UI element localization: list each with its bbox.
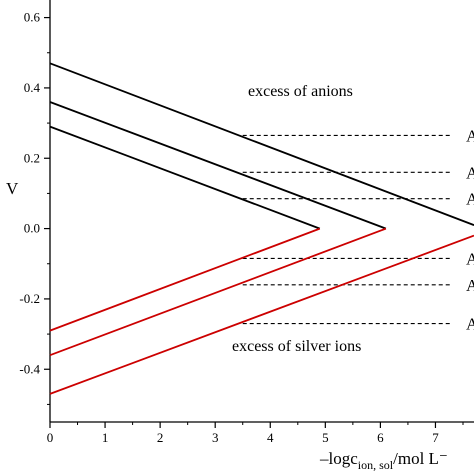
y-tick-label: 0.4 [24, 80, 41, 95]
reference-line-label-6: A [466, 315, 474, 334]
x-tick-label: 4 [267, 430, 274, 445]
reference-line-label-5: Ag [466, 276, 474, 295]
x-axis-title: –logcion, sol/mol L⁻ [319, 449, 448, 472]
annotation-excess-silver: excess of silver ions [232, 338, 361, 355]
reference-line-label-4: Ag [466, 249, 474, 268]
x-tick-label: 0 [47, 430, 54, 445]
series-line-3 [49, 62, 474, 226]
series-line-2 [49, 101, 387, 230]
labels: excess of anions excess of silver ions V… [6, 83, 448, 472]
x-tick-label: 7 [432, 430, 439, 445]
y-axis-title: V [6, 179, 19, 198]
reference-line-label-3: Ag [466, 190, 474, 209]
x-tick-label: 3 [212, 430, 219, 445]
annotation-excess-anions: excess of anions [248, 83, 353, 100]
x-tick-label: 5 [322, 430, 329, 445]
series-line-1 [49, 125, 321, 230]
reference-line-label-2: Ag [466, 163, 474, 182]
y-tick-label: 0.2 [24, 150, 40, 165]
y-tick-label: 0.0 [24, 221, 40, 236]
series-line-4 [49, 227, 321, 332]
y-tick-label: -0.4 [19, 361, 40, 376]
x-axis-title-part-1: –logc [319, 449, 358, 468]
reference-line-label-1: A [466, 126, 474, 145]
reference-lines: A Ag Ag Ag Ag A [242, 126, 474, 334]
x-axis-title-subscript: ion, sol [358, 458, 394, 472]
x-tick-label: 2 [157, 430, 164, 445]
x-tick-label: 6 [377, 430, 384, 445]
x-tick-label: 1 [102, 430, 109, 445]
axes: 0 1 2 3 4 5 6 7 -0.4 -0.2 0.0 0.2 0.4 0.6 [19, 0, 474, 445]
series-lines [49, 62, 474, 395]
x-axis-title-part-2: /mol L⁻ [393, 449, 448, 468]
series-line-6 [49, 234, 474, 395]
y-tick-label: -0.2 [19, 291, 40, 306]
series-line-5 [49, 227, 387, 357]
y-tick-label: 0.6 [24, 10, 41, 25]
